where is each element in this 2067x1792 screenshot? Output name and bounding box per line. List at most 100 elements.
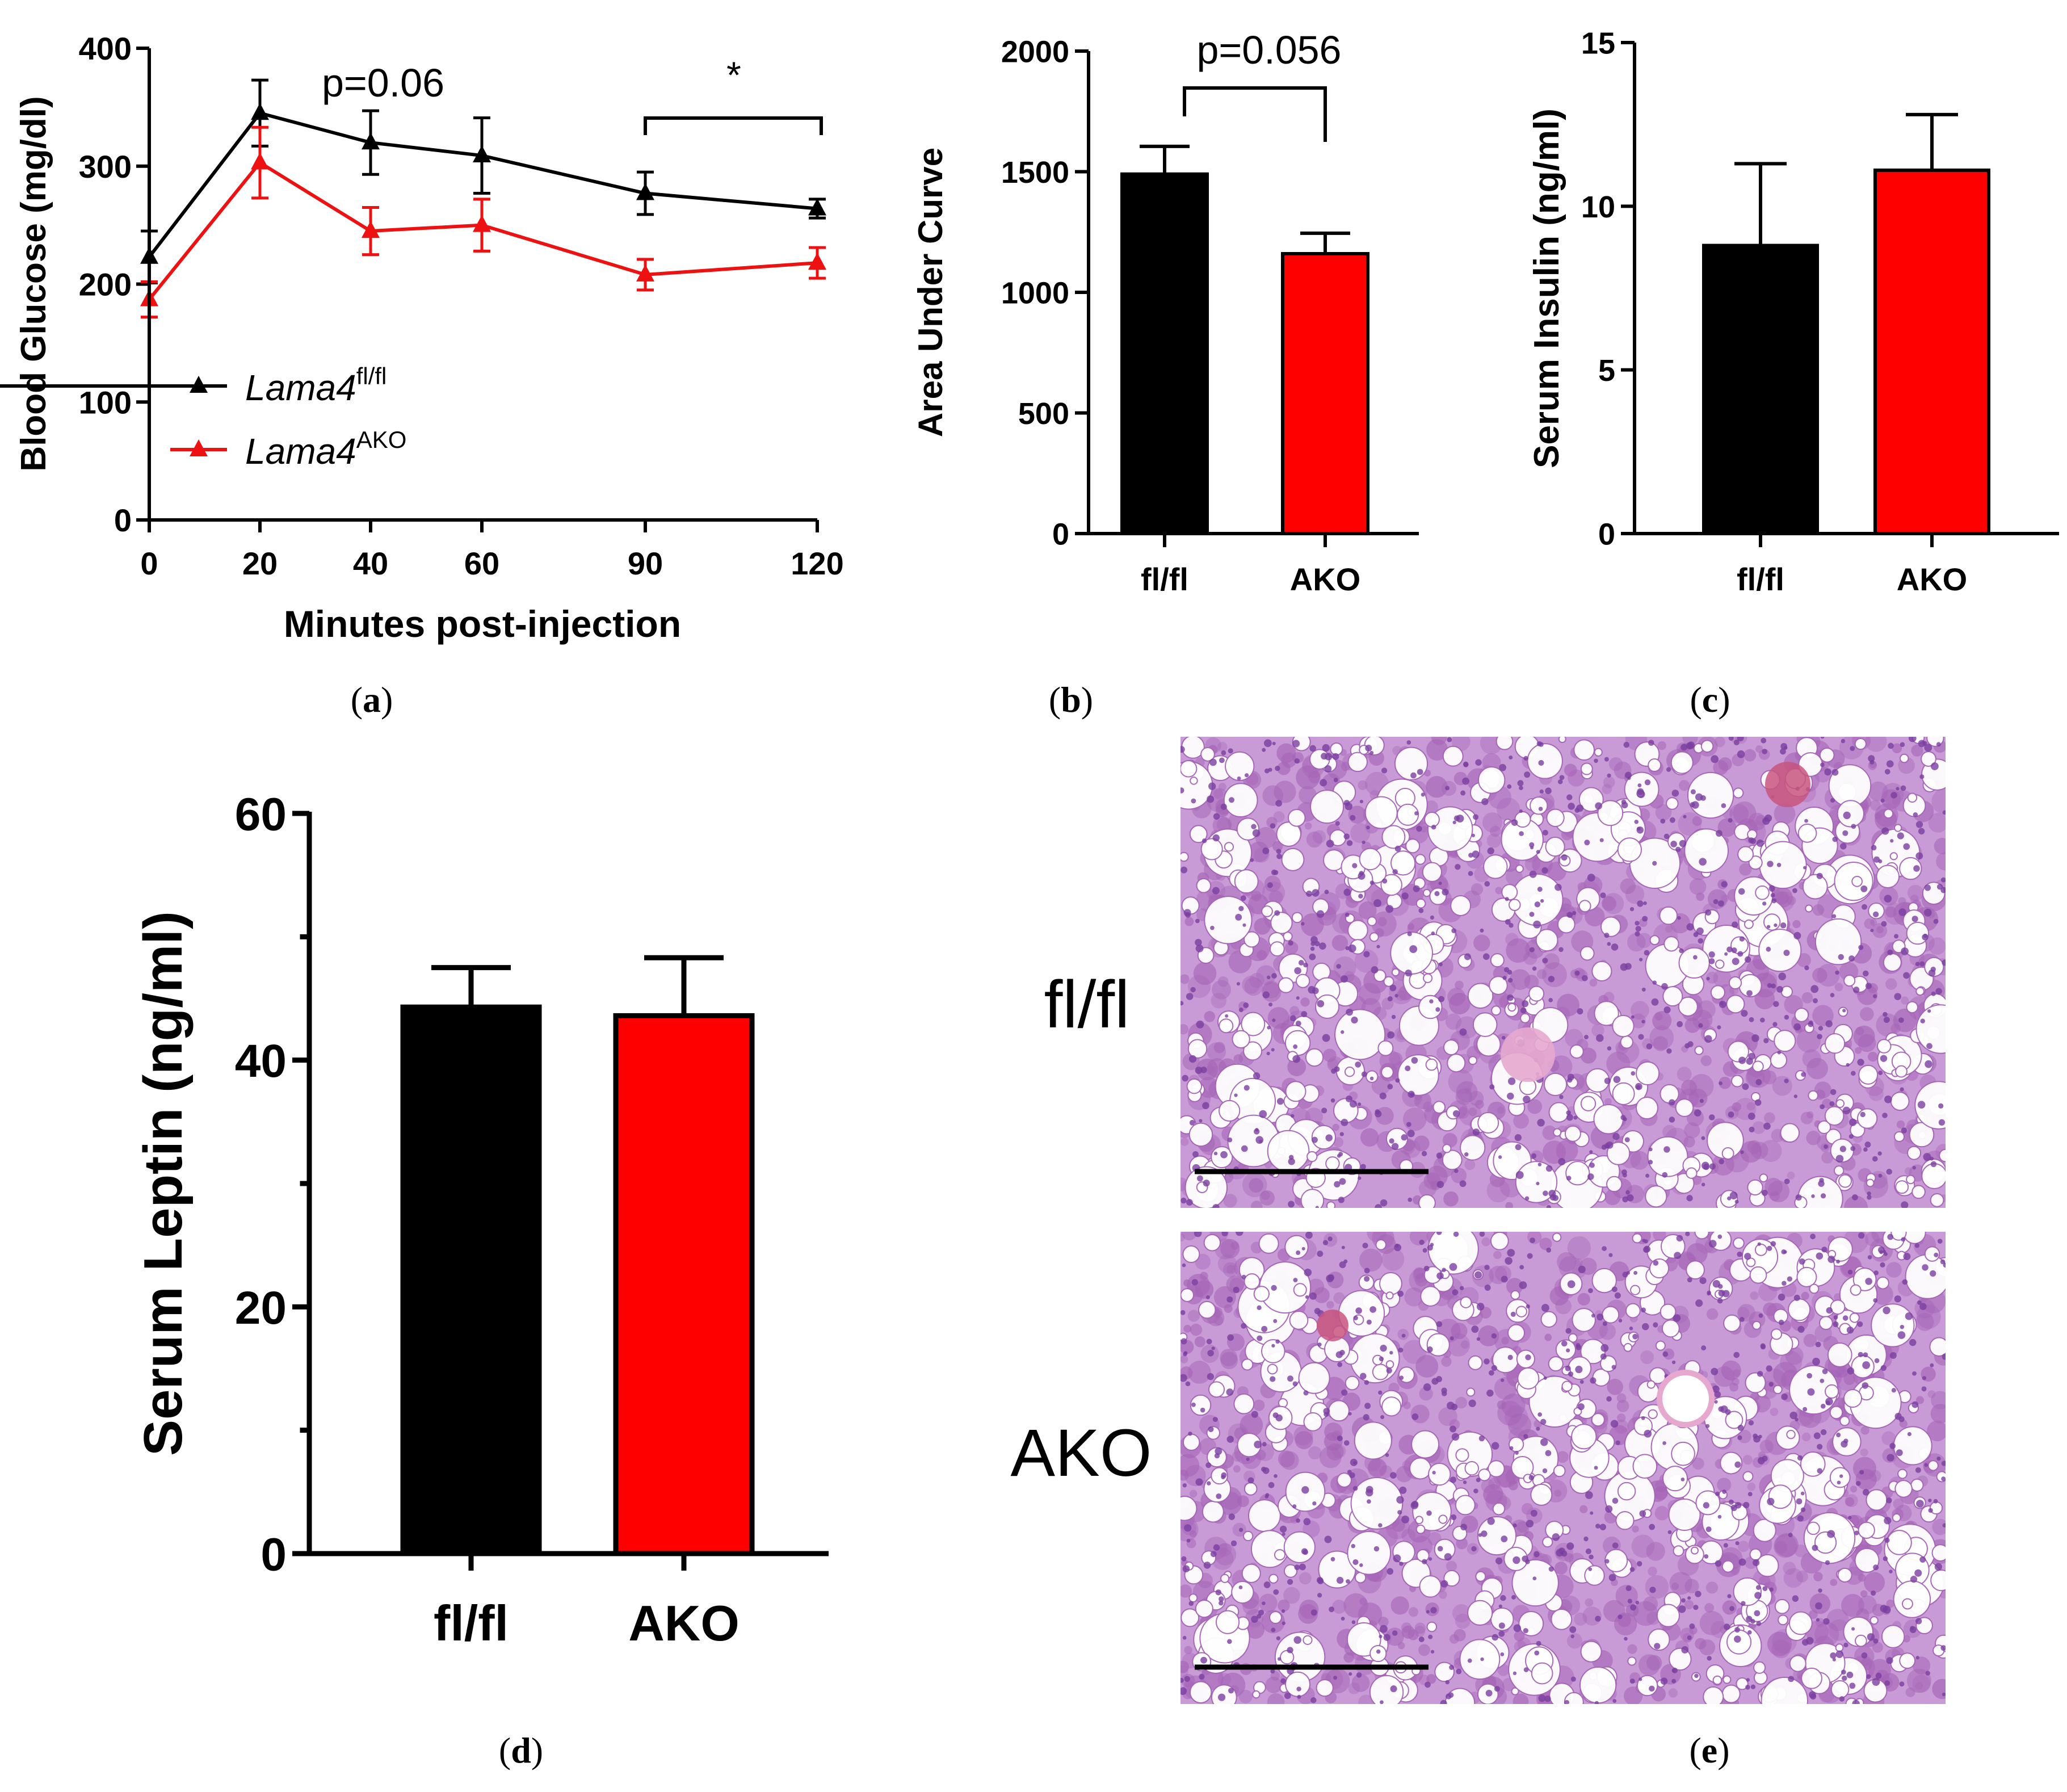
nucleus — [1938, 1103, 1944, 1109]
panel-label-c: (c) — [1690, 679, 1730, 720]
nucleus — [1824, 768, 1831, 776]
nucleus — [1738, 1056, 1746, 1064]
nucleus — [1519, 1281, 1527, 1290]
cell-texture — [1468, 1107, 1477, 1117]
cell-texture — [1181, 1232, 1197, 1241]
nucleus — [1661, 983, 1668, 990]
nucleus — [1263, 1581, 1271, 1588]
nucleus — [1410, 772, 1417, 779]
nucleus — [1804, 965, 1809, 971]
nucleus — [1924, 1463, 1929, 1467]
cell-texture — [1893, 1499, 1904, 1509]
nucleus — [1737, 737, 1744, 742]
lipid-vacuole — [1687, 771, 1734, 819]
nucleus — [1540, 1438, 1548, 1446]
nucleus — [1379, 1634, 1383, 1639]
lipid-vacuole — [1347, 1530, 1392, 1575]
lipid-vacuole — [1508, 899, 1521, 911]
lipid-vacuole — [1852, 1268, 1877, 1291]
nucleus — [1250, 858, 1254, 862]
nucleus — [1548, 1566, 1555, 1572]
nucleus — [1327, 1236, 1333, 1241]
lipid-vacuole — [1284, 1030, 1311, 1056]
nucleus — [1715, 1560, 1722, 1567]
nucleus — [1698, 938, 1704, 944]
nucleus — [1931, 991, 1936, 996]
nucleus — [1523, 1096, 1531, 1103]
nucleus — [1843, 811, 1851, 820]
nucleus — [1898, 908, 1906, 916]
nucleus — [1180, 1687, 1187, 1696]
cell-texture — [1752, 1121, 1766, 1134]
lipid-vacuole — [1535, 929, 1558, 952]
lipid-vacuole — [1889, 852, 1898, 861]
nucleus — [1686, 923, 1694, 931]
nucleus — [1341, 1118, 1348, 1126]
nucleus — [1451, 928, 1456, 933]
nucleus — [1355, 1307, 1362, 1314]
nucleus — [1271, 869, 1277, 875]
nucleus — [1766, 925, 1771, 929]
cell-texture — [1278, 1450, 1295, 1467]
cell-texture — [1272, 841, 1283, 852]
cell-texture — [1180, 1355, 1188, 1363]
nucleus — [1537, 1412, 1542, 1417]
nucleus — [1851, 824, 1856, 829]
cell-texture — [1222, 1262, 1238, 1278]
nucleus — [1903, 972, 1910, 979]
lipid-vacuole — [1182, 1245, 1200, 1264]
lipid-vacuole — [1467, 983, 1494, 1009]
nucleus — [1648, 1147, 1653, 1152]
nucleus — [1345, 912, 1350, 917]
nucleus — [1842, 1675, 1847, 1681]
x-axis-label: Minutes post-injection — [284, 603, 681, 645]
nucleus — [1428, 1557, 1432, 1561]
cell-texture — [1555, 1562, 1568, 1575]
nucleus — [1887, 1454, 1894, 1462]
nucleus — [1558, 947, 1564, 952]
nucleus — [1614, 1292, 1621, 1299]
nucleus — [1180, 1338, 1187, 1345]
cell-texture — [1497, 1400, 1506, 1409]
cell-texture — [1402, 1107, 1427, 1131]
nucleus — [1495, 1557, 1503, 1564]
nucleus — [1612, 1497, 1619, 1504]
lipid-vacuole — [1907, 1145, 1922, 1160]
nucleus — [1818, 1180, 1825, 1187]
panel-label-b: (b) — [1049, 679, 1093, 720]
nucleus — [1212, 1417, 1218, 1422]
nucleus — [1600, 1353, 1607, 1360]
nucleus — [1727, 1196, 1732, 1201]
nucleus — [1713, 899, 1719, 904]
cell-texture — [1180, 1584, 1192, 1598]
nucleus — [1910, 1626, 1914, 1630]
nucleus — [1294, 758, 1300, 764]
nucleus — [1842, 1009, 1846, 1013]
cell-texture — [1194, 1336, 1206, 1348]
nucleus — [1724, 1623, 1730, 1630]
lipid-vacuole — [1385, 1360, 1394, 1369]
nucleus — [1491, 1442, 1499, 1450]
nucleus — [1184, 1676, 1190, 1682]
cell-texture — [1915, 1312, 1934, 1331]
cell-texture — [1404, 1287, 1424, 1307]
nucleus — [1634, 820, 1639, 824]
lipid-vacuole — [1788, 1611, 1813, 1635]
lipid-vacuole — [1594, 748, 1603, 757]
nucleus — [1410, 1092, 1415, 1097]
nucleus — [1430, 915, 1435, 920]
nucleus — [1380, 1345, 1387, 1352]
nucleus — [1709, 1163, 1716, 1170]
cell-texture — [1774, 803, 1796, 825]
nucleus — [1873, 1298, 1878, 1303]
cell-texture — [1248, 841, 1269, 862]
cell-texture — [1501, 1337, 1509, 1345]
nucleus — [1238, 1585, 1243, 1589]
nucleus — [1873, 994, 1877, 998]
nucleus — [1264, 739, 1272, 748]
nucleus — [1333, 1676, 1338, 1680]
lipid-vacuole — [1824, 1033, 1846, 1054]
nucleus — [1418, 1636, 1425, 1643]
nucleus — [1771, 898, 1777, 904]
nucleus — [1687, 1041, 1694, 1047]
